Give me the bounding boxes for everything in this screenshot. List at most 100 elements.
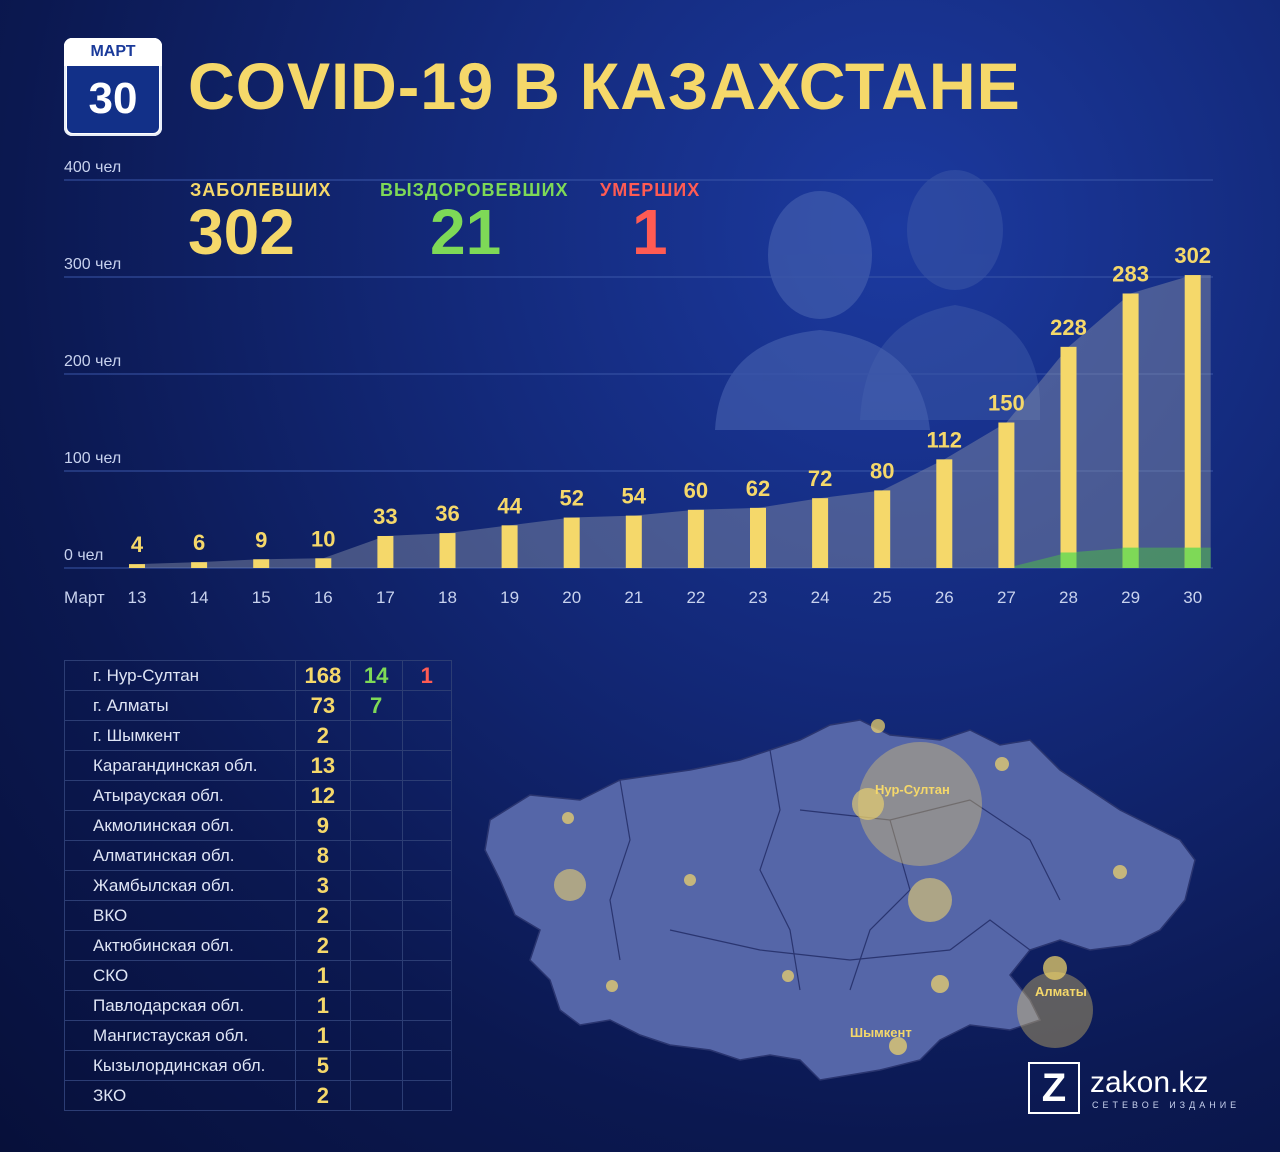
map-marker [606,980,618,992]
region-deaths [401,720,453,751]
region-name: Актюбинская обл. [63,930,297,961]
bar-infected [812,498,829,568]
x-tick-label: 25 [873,588,892,607]
bar-value-label: 4 [131,532,144,557]
table-row: Карагандинская обл. 13 [63,750,453,781]
region-infected: 9 [295,810,351,841]
kazakhstan-map: Нур-Султан Алматы Шымкент [484,719,1196,1081]
map-label-nursultan: Нур-Султан [875,782,950,797]
region-recovered: 7 [349,690,403,721]
region-infected: 3 [295,870,351,901]
deaths-value: 1 [632,196,668,268]
region-name: Алматинская обл. [63,840,297,871]
deaths-label: УМЕРШИХ [600,180,701,200]
region-name: ЗКО [63,1080,297,1111]
bar-value-label: 228 [1050,315,1087,340]
region-name: Мангистауская обл. [63,1020,297,1051]
recovered-value: 21 [430,196,502,268]
bar-recovered [1184,547,1201,568]
region-deaths [401,1050,453,1081]
region-deaths [401,750,453,781]
chart-bars [129,275,1201,568]
region-recovered: 14 [349,660,403,691]
bar-value-label: 54 [622,484,647,509]
region-recovered [349,780,403,811]
region-infected: 1 [295,1020,351,1051]
y-tick-label: 0 чел [64,547,103,564]
region-infected: 168 [295,660,351,691]
map-marker [782,970,794,982]
x-tick-label: 19 [500,588,519,607]
calendar-badge: МАРТ 30 [64,38,162,136]
region-deaths [401,870,453,901]
region-infected: 8 [295,840,351,871]
bar-value-label: 302 [1174,243,1211,268]
region-deaths [401,1080,453,1111]
region-name: Атырауская обл. [63,780,297,811]
bar-infected [191,562,208,568]
map-marker [1113,865,1127,879]
region-infected: 13 [295,750,351,781]
bar-infected [1184,275,1201,568]
region-name: г. Нур-Султан [63,660,297,691]
region-recovered [349,750,403,781]
bar-value-label: 10 [311,526,335,551]
bar-value-label: 6 [193,530,205,555]
table-row: Жамбылская обл. 3 [63,870,453,901]
bar-infected [129,564,145,568]
region-deaths [401,840,453,871]
recovered-label: ВЫЗДОРОВЕВШИХ [380,180,569,200]
bar-recovered [1122,547,1139,568]
map-label-almaty: Алматы [1035,984,1087,999]
map-marker [908,878,952,922]
bar-infected [874,490,891,568]
map-marker [889,1037,907,1055]
region-name: Карагандинская обл. [63,750,297,781]
region-deaths [401,930,453,961]
map-marker [852,788,884,820]
region-recovered [349,1050,403,1081]
region-recovered [349,810,403,841]
bar-value-label: 112 [927,427,963,452]
calendar-month: МАРТ [64,38,162,66]
bar-value-label: 72 [808,466,832,491]
map-marker [562,812,574,824]
bar-infected [687,509,704,568]
bar-value-label: 150 [988,391,1025,416]
y-tick-label: 300 чел [64,256,121,273]
x-tick-label: 21 [624,588,643,607]
region-deaths [401,780,453,811]
bar-recovered [1060,552,1077,568]
people-silhouette-icon [715,170,1040,430]
region-name: ВКО [63,900,297,931]
region-recovered [349,870,403,901]
bar-value-label: 9 [255,527,267,552]
x-tick-label: 29 [1121,588,1140,607]
y-tick-label: 400 чел [64,159,121,176]
bar-infected [1122,293,1139,568]
x-tick-label: 22 [686,588,705,607]
region-recovered [349,960,403,991]
infected-area [127,275,1211,568]
table-row: СКО 1 [63,960,453,991]
region-infected: 1 [295,990,351,1021]
x-axis-prefix: Март [64,588,105,607]
y-tick-label: 200 чел [64,353,121,370]
bar-infected [501,525,518,568]
chart-labels: 4 13 6 14 9 15 10 16 33 17 36 18 44 19 52 20 54 21 60 22 62 2… [64,243,1211,607]
bar-value-label: 44 [497,493,522,518]
x-tick-label: 24 [811,588,830,607]
region-recovered [349,720,403,751]
region-name: г. Шымкент [63,720,297,751]
table-row: Алматинская обл. 8 [63,840,453,871]
bar-value-label: 80 [870,458,894,483]
region-name: Павлодарская обл. [63,990,297,1021]
table-row: Атырауская обл. 12 [63,780,453,811]
x-tick-label: 18 [438,588,457,607]
x-tick-label: 20 [562,588,581,607]
bar-infected [625,515,642,568]
region-recovered [349,900,403,931]
region-deaths: 1 [401,660,453,691]
recovered-area [758,547,1211,568]
logo-subtitle: СЕТЕВОЕ ИЗДАНИЕ [1092,1100,1241,1110]
